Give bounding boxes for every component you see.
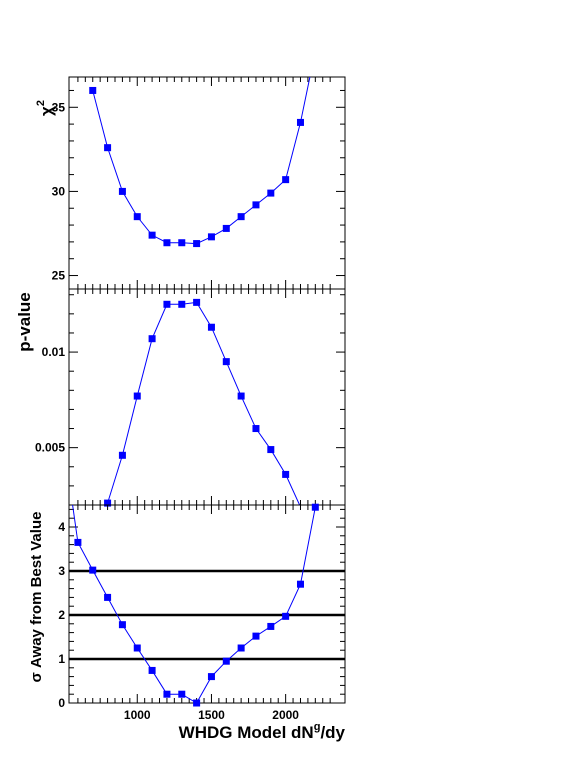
panel-frame xyxy=(68,288,346,506)
data-point xyxy=(207,233,215,241)
data-point xyxy=(118,451,126,459)
y-axis-title: p-value xyxy=(15,292,34,352)
chart-panel-bottom: 0 1 2 3 4 σ Away from Best Value 1000 1500 2000W… xyxy=(28,503,346,742)
y-tick-label: 35 xyxy=(52,100,66,114)
data-point xyxy=(282,470,290,478)
x-tick-label: 1500 xyxy=(198,708,225,722)
series-line xyxy=(92,77,311,245)
y-tick-label: 0.005 xyxy=(35,441,65,455)
y-tick-label: 0.01 xyxy=(42,345,66,359)
y-tick-label: 30 xyxy=(52,184,66,198)
data-point xyxy=(267,446,275,454)
data-point xyxy=(133,392,141,400)
data-point xyxy=(296,580,304,588)
series-line xyxy=(103,301,301,505)
data-point xyxy=(163,300,171,308)
data-point xyxy=(148,335,156,343)
data-point xyxy=(133,213,141,221)
data-point xyxy=(252,425,260,433)
data-point xyxy=(252,632,260,640)
data-point xyxy=(148,231,156,239)
x-tick-label: 1000 xyxy=(124,708,151,722)
y-tick-label: 25 xyxy=(52,269,66,283)
data-point xyxy=(178,300,186,308)
data-point xyxy=(118,187,126,195)
data-point xyxy=(104,144,112,152)
data-point xyxy=(267,622,275,630)
series-line xyxy=(72,505,316,703)
data-point xyxy=(296,118,304,126)
data-point xyxy=(237,644,245,652)
y-tick-label: 0 xyxy=(58,696,65,710)
data-point xyxy=(178,690,186,698)
data-point xyxy=(89,86,97,94)
data-point xyxy=(282,612,290,620)
data-point xyxy=(311,503,319,511)
data-point xyxy=(252,201,260,209)
data-point xyxy=(104,593,112,601)
data-point xyxy=(74,538,82,546)
data-point xyxy=(104,499,112,507)
data-point xyxy=(193,699,201,707)
data-point xyxy=(207,673,215,681)
y-axis-title: χ2 xyxy=(35,100,56,116)
panel-frame xyxy=(68,504,346,704)
y-tick-label: 2 xyxy=(58,608,65,622)
data-point xyxy=(207,323,215,331)
data-point xyxy=(267,189,275,197)
data-point xyxy=(89,566,97,574)
data-point xyxy=(118,621,126,629)
data-point xyxy=(193,298,201,306)
x-axis-title: WHDG Model dNg/dy xyxy=(179,721,346,742)
data-point xyxy=(237,213,245,221)
data-point xyxy=(222,224,230,232)
y-tick-label: 3 xyxy=(58,564,65,578)
data-point xyxy=(237,392,245,400)
data-point xyxy=(163,239,171,247)
data-point xyxy=(222,657,230,665)
chart-panel-middle: 0.005 0.01 p-value xyxy=(15,288,346,507)
x-tick-label: 2000 xyxy=(272,708,299,722)
y-tick-label: 4 xyxy=(58,520,65,534)
data-point xyxy=(163,690,171,698)
data-point xyxy=(178,239,186,247)
data-point xyxy=(133,644,141,652)
y-tick-label: 1 xyxy=(58,652,65,666)
y-axis-title: σ Away from Best Value xyxy=(28,512,45,683)
data-point xyxy=(282,176,290,184)
data-point xyxy=(222,358,230,366)
data-point xyxy=(193,240,201,248)
data-point xyxy=(148,666,156,674)
